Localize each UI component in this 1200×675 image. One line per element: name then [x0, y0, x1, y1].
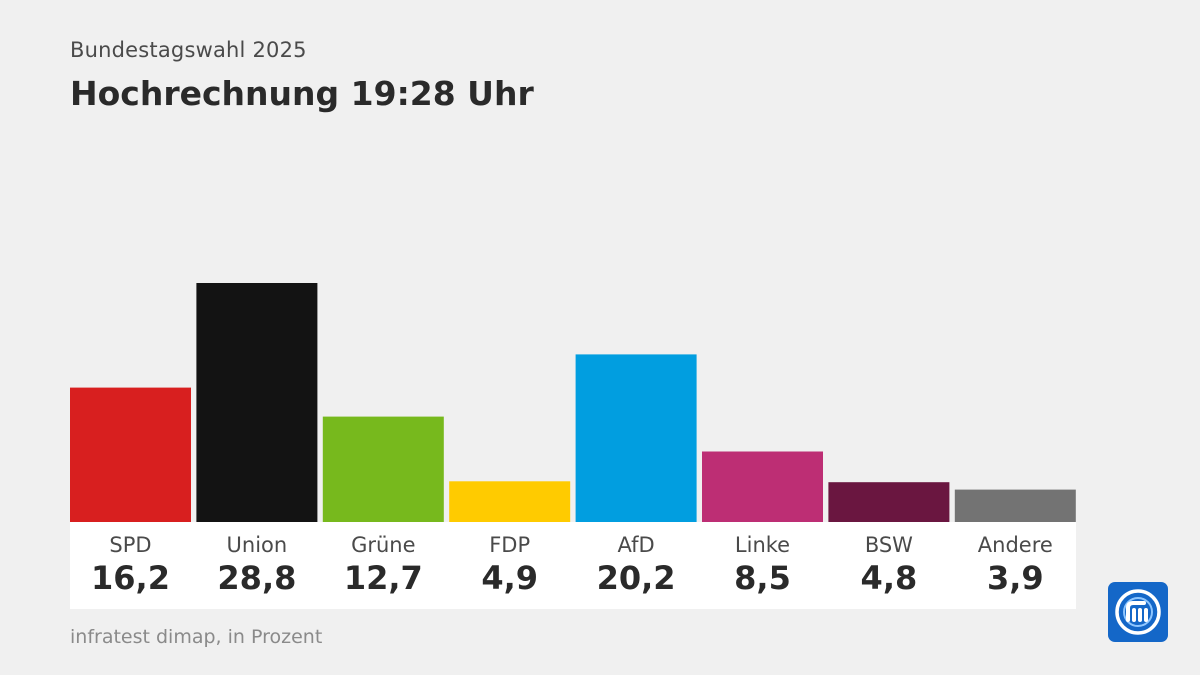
category-label: Andere — [977, 533, 1053, 557]
bar-afd — [575, 354, 697, 522]
bar-union — [196, 283, 318, 522]
value-label: 8,5 — [734, 559, 791, 597]
bar-bsw — [828, 482, 950, 522]
category-column: Union 28,8 — [196, 522, 317, 609]
category-column: Linke 8,5 — [702, 522, 823, 609]
category-column: FDP 4,9 — [449, 522, 570, 609]
value-label: 4,9 — [481, 559, 539, 597]
chart-subtitle: Bundestagswahl 2025 — [70, 38, 307, 62]
category-label: Union — [226, 533, 288, 557]
category-label: SPD — [109, 533, 152, 557]
category-label: Grüne — [351, 533, 416, 557]
ard-tagesschau-logo-icon[interactable] — [1108, 582, 1168, 642]
bar-spd — [70, 387, 191, 522]
category-column: Andere 3,9 — [955, 522, 1076, 609]
category-column: SPD 16,2 — [70, 522, 191, 609]
value-label: 12,7 — [343, 559, 423, 597]
category-label: AfD — [617, 533, 655, 557]
category-label: BSW — [864, 533, 913, 557]
bar-fdp — [449, 481, 571, 522]
bar-andere — [954, 489, 1076, 522]
value-label: 4,8 — [860, 559, 918, 597]
source-note: infratest dimap, in Prozent — [70, 626, 323, 648]
value-label: 20,2 — [596, 559, 676, 597]
category-column: Grüne 12,7 — [323, 522, 444, 609]
value-label: 28,8 — [217, 559, 297, 597]
bar-grüne — [322, 416, 444, 522]
category-column: BSW 4,8 — [828, 522, 949, 609]
labels-panel — [70, 522, 1076, 609]
value-label: 16,2 — [91, 559, 170, 597]
bar-linke — [702, 451, 823, 522]
value-label: 3,9 — [986, 559, 1044, 597]
category-label: FDP — [489, 533, 531, 557]
category-label: Linke — [734, 533, 791, 557]
chart-title: Hochrechnung 19:28 Uhr — [70, 74, 534, 113]
category-column: AfD 20,2 — [576, 522, 697, 609]
